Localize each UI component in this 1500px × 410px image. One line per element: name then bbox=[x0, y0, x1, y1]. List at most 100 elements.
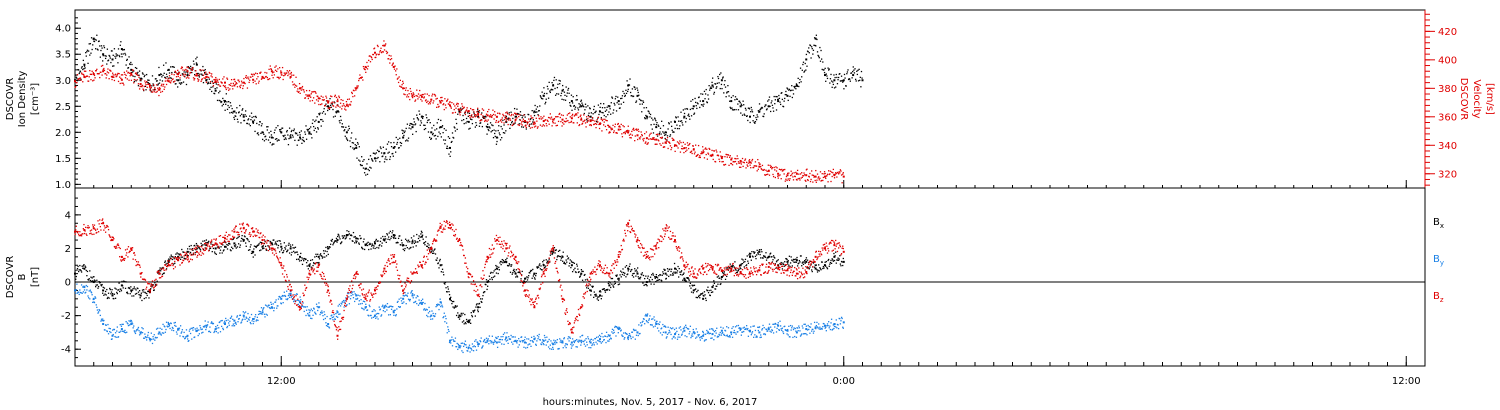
velocity-sample bbox=[76, 82, 78, 84]
velocity-sample bbox=[331, 101, 334, 103]
b-tick-label: -4 bbox=[61, 345, 71, 356]
velocity-sample bbox=[431, 93, 434, 95]
density-sample bbox=[136, 67, 138, 70]
density-sample bbox=[505, 115, 508, 117]
velocity-sample bbox=[360, 77, 362, 79]
by-sample bbox=[387, 314, 390, 316]
density-sample bbox=[533, 114, 536, 117]
velocity-sample bbox=[174, 80, 176, 82]
velocity-sample bbox=[518, 115, 520, 118]
bx-point bbox=[495, 267, 498, 270]
velocity-point bbox=[599, 122, 601, 125]
velocity-sample bbox=[184, 69, 186, 71]
by-sample bbox=[156, 336, 158, 339]
by-sample bbox=[154, 339, 156, 341]
by-sample bbox=[325, 322, 327, 324]
bx-point bbox=[580, 272, 583, 275]
density-sample bbox=[90, 52, 92, 54]
by-sample bbox=[345, 297, 347, 299]
density-sample bbox=[511, 120, 513, 123]
bx-sample bbox=[298, 260, 301, 262]
bx-sample bbox=[340, 242, 342, 244]
velocity-sample bbox=[181, 66, 184, 69]
bx-sample bbox=[608, 289, 611, 291]
velocity-sample bbox=[731, 157, 733, 159]
bx-sample bbox=[226, 248, 229, 250]
velocity-sample bbox=[368, 59, 370, 62]
velocity-sample bbox=[421, 100, 423, 102]
bx-sample bbox=[555, 249, 557, 251]
bx-sample bbox=[256, 245, 258, 247]
bx-sample bbox=[622, 271, 625, 274]
velocity-sample bbox=[348, 98, 351, 100]
density-sample bbox=[228, 106, 230, 109]
velocity-sample bbox=[589, 119, 591, 121]
density-sample bbox=[185, 83, 188, 86]
velocity-point bbox=[233, 84, 236, 87]
density-sample bbox=[522, 115, 524, 117]
bx-sample bbox=[744, 260, 746, 263]
bx-sample bbox=[417, 241, 419, 243]
bx-sample bbox=[768, 255, 771, 257]
velocity-sample bbox=[552, 122, 554, 124]
velocity-sample bbox=[92, 80, 94, 82]
velocity-sample bbox=[122, 82, 124, 84]
density-sample bbox=[791, 85, 793, 87]
by-sample bbox=[341, 303, 343, 305]
bx-sample bbox=[166, 262, 168, 265]
by-sample bbox=[188, 330, 191, 332]
velocity-sample bbox=[698, 156, 700, 159]
bx-sample bbox=[578, 271, 580, 273]
bx-sample bbox=[283, 250, 285, 252]
velocity-sample bbox=[842, 173, 844, 175]
density-sample bbox=[444, 139, 447, 141]
velocity-point bbox=[608, 125, 611, 128]
velocity-point bbox=[580, 118, 583, 121]
bx-sample bbox=[116, 292, 118, 295]
top-velocity-series bbox=[74, 40, 845, 184]
velocity-sample bbox=[82, 81, 84, 83]
density-sample bbox=[811, 47, 813, 50]
bx-sample bbox=[258, 243, 260, 245]
density-sample bbox=[101, 47, 103, 49]
density-sample bbox=[271, 144, 273, 146]
velocity-sample bbox=[222, 78, 224, 80]
velocity-sample bbox=[221, 82, 223, 84]
bx-sample bbox=[318, 258, 321, 260]
density-sample bbox=[283, 135, 285, 138]
bx-sample bbox=[387, 238, 389, 240]
bx-sample bbox=[303, 260, 305, 262]
density-sample bbox=[580, 100, 582, 103]
density-sample bbox=[475, 124, 478, 127]
density-sample bbox=[577, 109, 580, 111]
bx-sample bbox=[194, 244, 196, 247]
bx-sample bbox=[401, 242, 403, 244]
bx-sample bbox=[327, 253, 329, 256]
bx-sample bbox=[237, 243, 240, 245]
bx-sample bbox=[577, 271, 580, 274]
bx-sample bbox=[676, 272, 678, 274]
density-sample bbox=[293, 128, 295, 130]
density-point bbox=[233, 110, 236, 113]
velocity-sample bbox=[90, 78, 92, 81]
by-sample bbox=[260, 312, 262, 315]
bx-sample bbox=[453, 300, 455, 303]
density-sample bbox=[211, 90, 213, 93]
velocity-sample bbox=[470, 116, 472, 118]
bx-sample bbox=[293, 250, 295, 253]
bx-sample bbox=[446, 291, 448, 293]
bx-sample bbox=[613, 283, 615, 285]
velocity-sample bbox=[411, 95, 413, 98]
velocity-sample bbox=[218, 83, 220, 86]
bx-sample bbox=[527, 277, 529, 279]
density-sample bbox=[597, 104, 600, 106]
velocity-axis-title-line: DSCOVR bbox=[1458, 78, 1469, 121]
density-sample bbox=[119, 55, 121, 58]
velocity-sample bbox=[625, 131, 627, 133]
by-sample bbox=[191, 327, 193, 329]
by-sample bbox=[348, 296, 350, 298]
density-sample bbox=[681, 122, 683, 124]
bx-sample bbox=[471, 314, 473, 317]
velocity-sample bbox=[290, 71, 293, 74]
velocity-sample bbox=[480, 113, 482, 116]
